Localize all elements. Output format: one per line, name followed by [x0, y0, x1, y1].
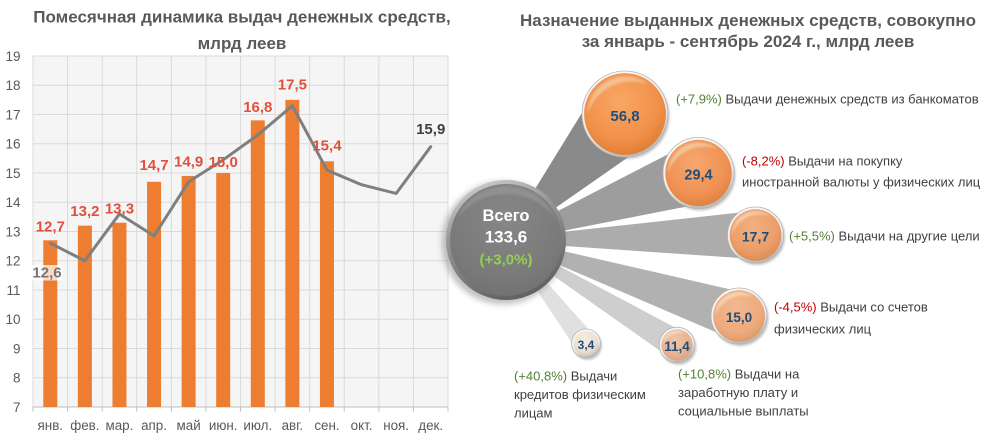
svg-text:ноя.: ноя.: [383, 418, 409, 433]
svg-text:июл.: июл.: [243, 418, 272, 433]
svg-text:15,4: 15,4: [312, 138, 342, 155]
svg-text:за январь - сентябрь 2024 г.,: за январь - сентябрь 2024 г., млрд леев: [582, 32, 915, 51]
svg-text:15,0: 15,0: [726, 310, 752, 325]
svg-text:19: 19: [5, 49, 20, 64]
svg-text:заработную плату и: заработную плату и: [678, 385, 798, 400]
svg-text:16: 16: [5, 137, 20, 152]
svg-text:15,0: 15,0: [209, 154, 238, 171]
svg-text:социальные выплаты: социальные выплаты: [678, 404, 809, 419]
svg-text:12,7: 12,7: [36, 219, 65, 236]
svg-text:Помесячная динамика выдач дене: Помесячная динамика выдач денежных средс…: [33, 8, 450, 27]
svg-text:12,6: 12,6: [32, 265, 61, 282]
svg-text:17,5: 17,5: [278, 76, 307, 93]
svg-text:(+7,9%) Выдачи денежных средст: (+7,9%) Выдачи денежных средств из банко…: [676, 92, 979, 107]
svg-text:физических лиц: физических лиц: [774, 322, 872, 337]
svg-text:сен.: сен.: [314, 418, 339, 433]
svg-text:14,7: 14,7: [139, 157, 168, 174]
svg-text:июн.: июн.: [209, 418, 238, 433]
svg-text:авг.: авг.: [282, 418, 304, 433]
svg-text:иностранной валюты у физически: иностранной валюты у физических лиц: [742, 175, 981, 190]
svg-text:12: 12: [5, 254, 20, 269]
svg-text:56,8: 56,8: [610, 108, 639, 125]
svg-text:17,7: 17,7: [742, 228, 769, 244]
svg-text:15: 15: [5, 166, 20, 181]
svg-text:апр.: апр.: [141, 418, 167, 433]
svg-text:(+5,5%) Выдачи на другие цели: (+5,5%) Выдачи на другие цели: [789, 229, 980, 244]
svg-text:млрд леев: млрд леев: [198, 34, 287, 53]
svg-text:(+40,8%) Выдачи: (+40,8%) Выдачи: [514, 369, 617, 384]
svg-text:3,4: 3,4: [578, 338, 595, 352]
svg-text:7: 7: [13, 400, 21, 415]
svg-text:9: 9: [13, 341, 21, 356]
svg-text:8: 8: [13, 371, 21, 386]
svg-text:29,4: 29,4: [684, 168, 712, 184]
svg-text:15,9: 15,9: [416, 121, 445, 138]
svg-text:13: 13: [5, 224, 20, 239]
svg-text:11,4: 11,4: [664, 339, 690, 354]
svg-text:14,9: 14,9: [174, 154, 203, 171]
svg-text:май: май: [177, 418, 201, 433]
svg-text:14: 14: [5, 195, 21, 210]
svg-text:133,6: 133,6: [485, 228, 528, 247]
svg-text:Назначение выданных денежных с: Назначение выданных денежных средств, со…: [520, 11, 976, 30]
svg-text:лицам: лицам: [514, 406, 553, 421]
svg-text:13,2: 13,2: [70, 203, 99, 220]
svg-text:янв.: янв.: [38, 418, 63, 433]
svg-text:окт.: окт.: [351, 418, 373, 433]
svg-text:дек.: дек.: [418, 418, 443, 433]
svg-text:16,8: 16,8: [243, 99, 272, 116]
svg-text:фев.: фев.: [70, 418, 99, 433]
svg-text:10: 10: [5, 312, 20, 327]
svg-text:Всего: Всего: [482, 207, 529, 225]
svg-text:17: 17: [5, 107, 20, 122]
svg-text:(-8,2%) Выдачи на покупку: (-8,2%) Выдачи на покупку: [742, 154, 903, 169]
svg-text:11: 11: [6, 283, 20, 298]
svg-text:18: 18: [5, 78, 20, 93]
svg-text:мар.: мар.: [106, 418, 134, 433]
svg-text:кредитов физическим: кредитов физическим: [514, 387, 646, 402]
svg-text:(+3,0%): (+3,0%): [480, 252, 533, 269]
svg-text:(-4,5%) Выдачи со счетов: (-4,5%) Выдачи со счетов: [774, 300, 928, 315]
svg-text:(+10,8%) Выдачи на: (+10,8%) Выдачи на: [678, 367, 800, 382]
svg-text:13,3: 13,3: [105, 200, 134, 217]
